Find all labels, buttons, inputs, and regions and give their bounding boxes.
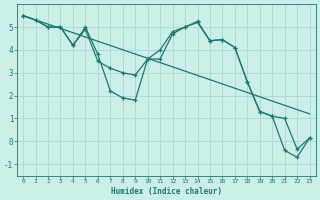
X-axis label: Humidex (Indice chaleur): Humidex (Indice chaleur) bbox=[111, 187, 222, 196]
